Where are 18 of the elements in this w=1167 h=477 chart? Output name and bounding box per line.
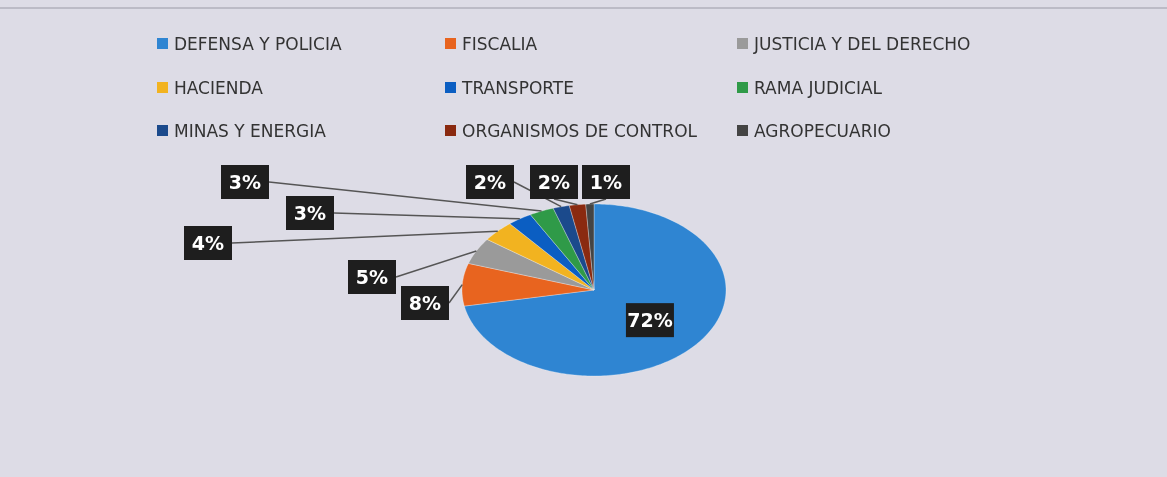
data-label: 8% (408, 292, 442, 314)
data-label: 3% (228, 171, 262, 193)
data-label: 3% (293, 202, 327, 224)
legend-label: DEFENSA Y POLICIA (174, 34, 342, 54)
data-label: 2% (473, 171, 507, 193)
legend-label: FISCALIA (462, 34, 538, 54)
data-label: 4% (191, 232, 225, 254)
data-label: 2% (537, 171, 571, 193)
legend-label: JUSTICIA Y DEL DERECHO (753, 34, 971, 54)
legend-label: HACIENDA (174, 78, 264, 98)
legend-label: TRANSPORTE (461, 78, 574, 98)
legend-label: RAMA JUDICIAL (754, 78, 883, 98)
legend-label: ORGANISMOS DE CONTROL (462, 121, 698, 141)
legend-label: MINAS Y ENERGIA (174, 121, 327, 141)
data-label: 5% (355, 266, 389, 288)
data-label: 72% (627, 309, 673, 332)
legend-label: AGROPECUARIO (754, 121, 891, 141)
data-label: 1% (589, 171, 623, 193)
